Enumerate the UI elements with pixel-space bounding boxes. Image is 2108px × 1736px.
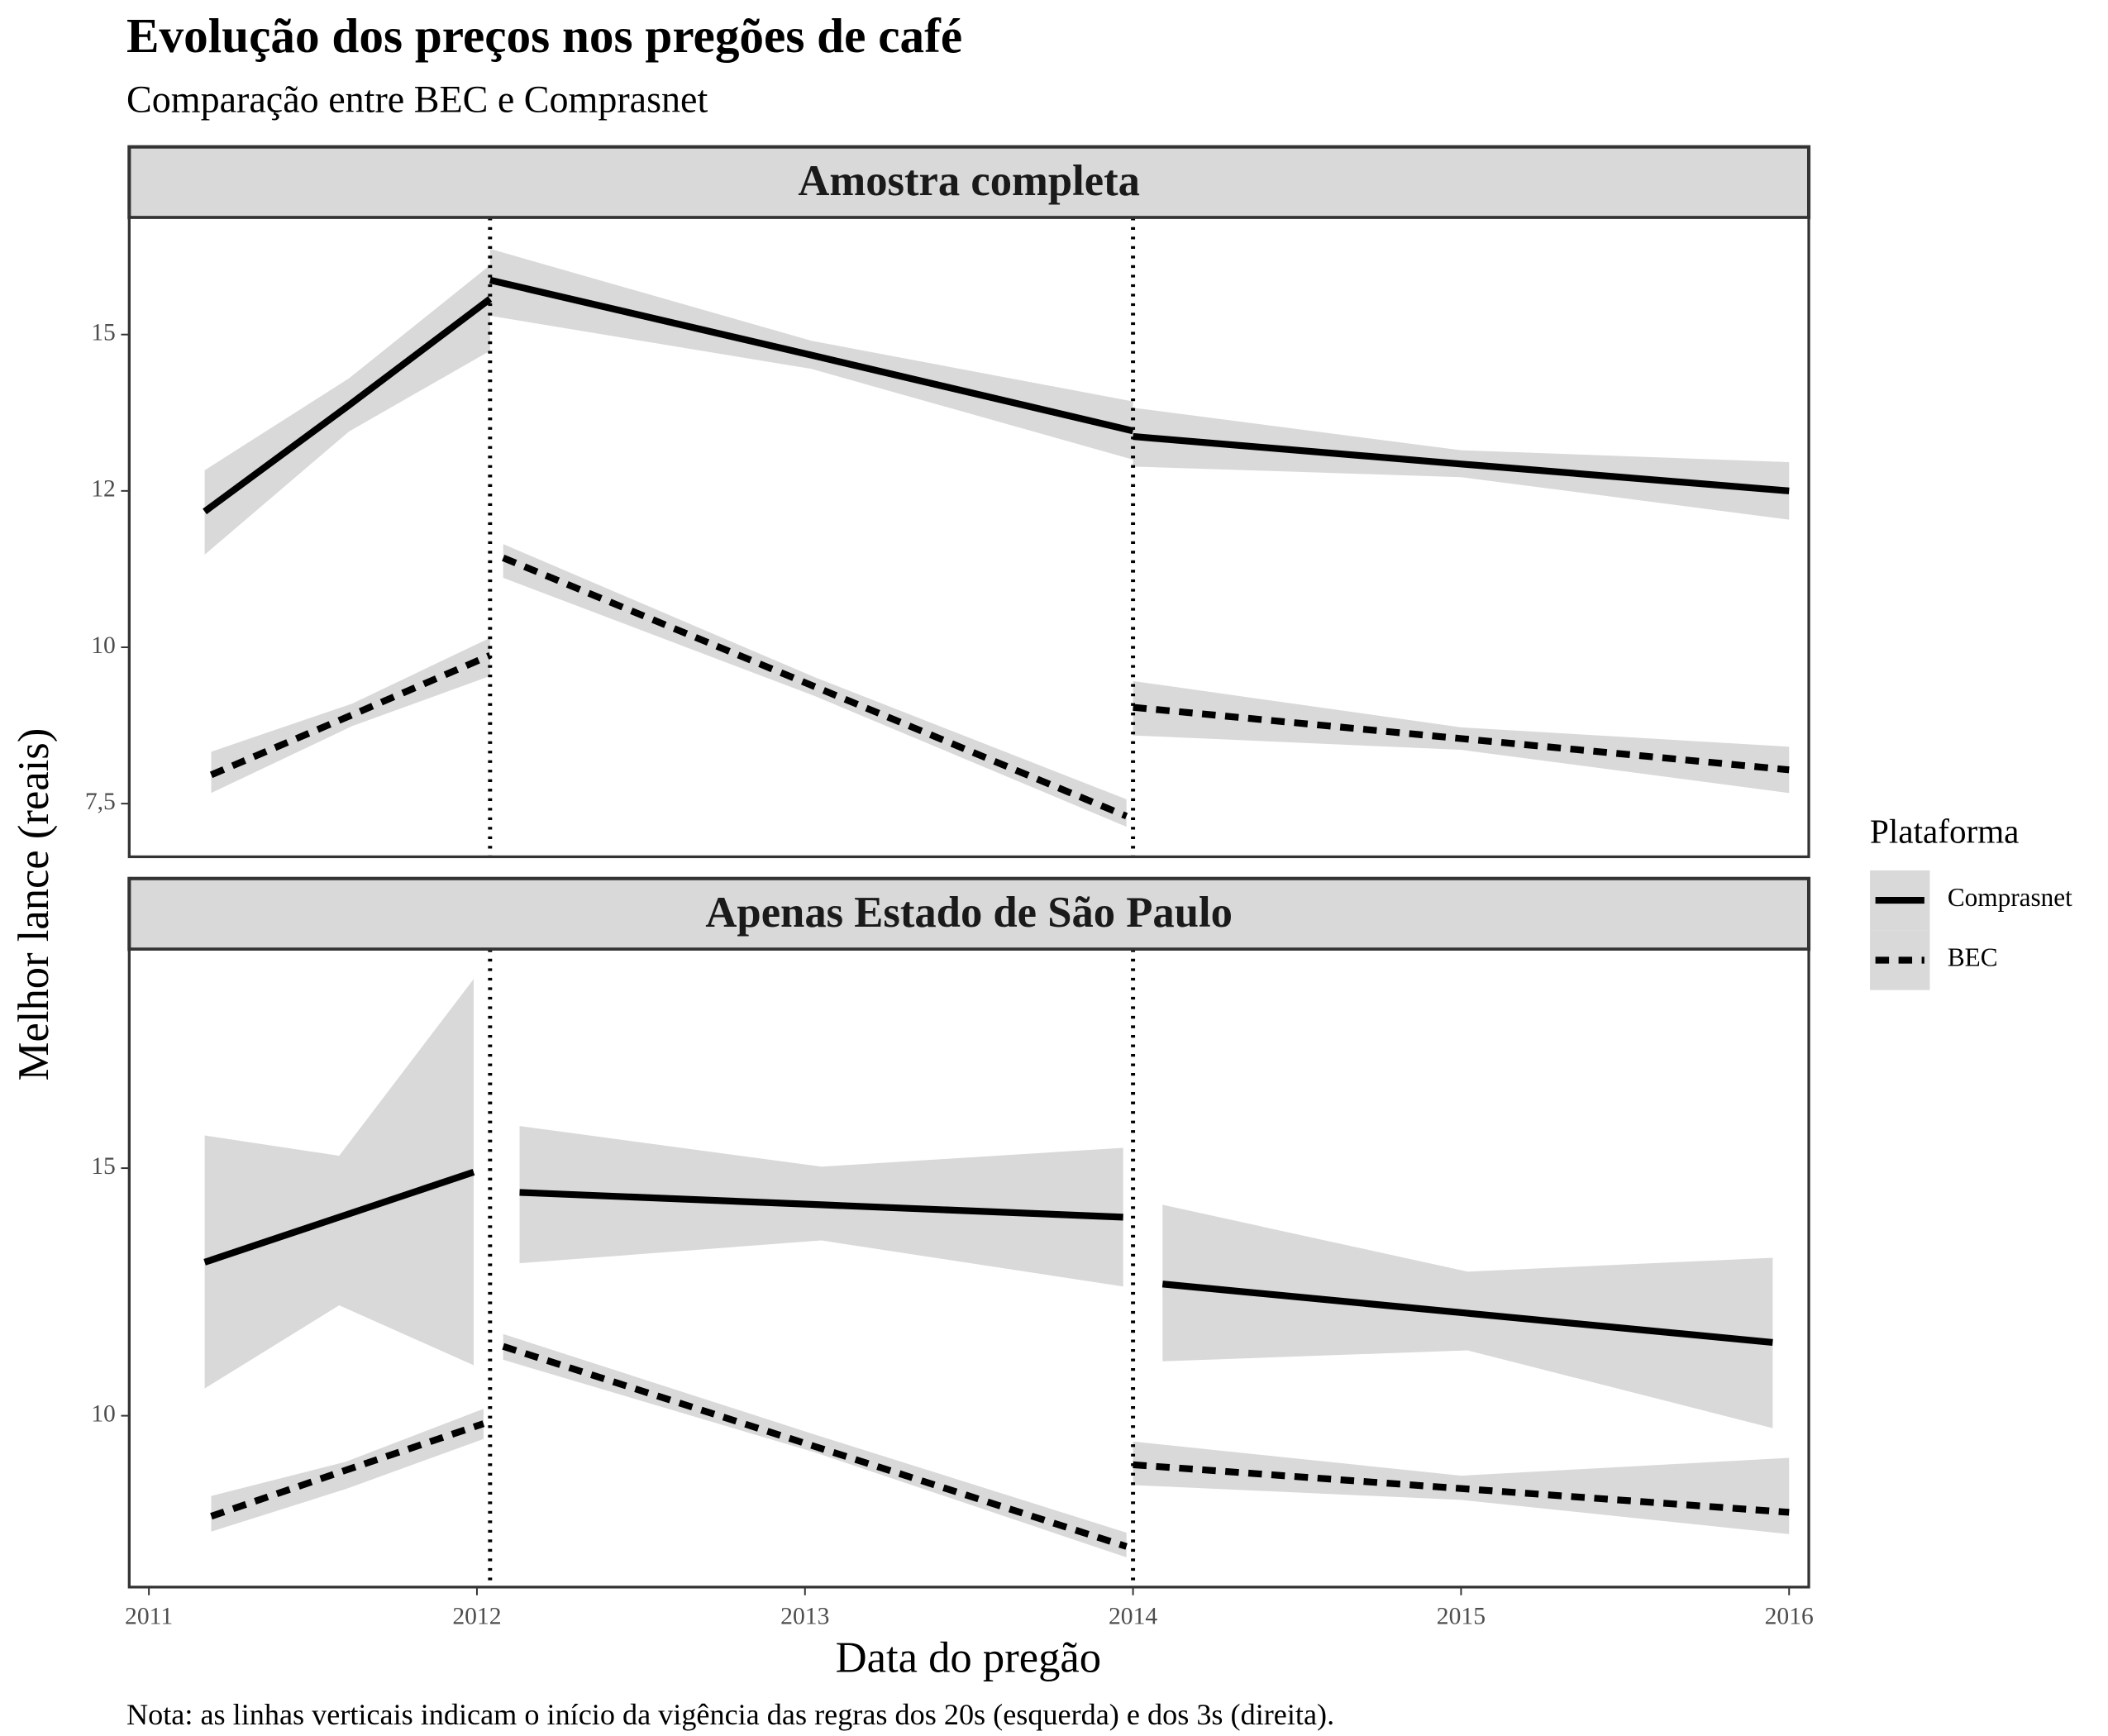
confidence-band — [204, 979, 474, 1389]
x-tick-label: 2013 — [780, 1603, 829, 1629]
legend-label: BEC — [1948, 943, 1998, 972]
series-line — [203, 276, 1790, 515]
panel-border — [127, 216, 1810, 859]
x-axis-label: Data do pregão — [836, 1633, 1101, 1681]
y-axis-label: Melhor lance (reais) — [10, 728, 58, 1081]
legend-title: Plataforma — [1870, 813, 2019, 851]
y-tick-label: 15 — [91, 1153, 116, 1180]
series-line — [203, 1168, 1773, 1347]
y-tick-label: 15 — [91, 319, 116, 346]
legend-label: Comprasnet — [1948, 883, 2072, 912]
x-tick-label: 2011 — [125, 1603, 173, 1629]
x-tick-label: 2012 — [452, 1603, 501, 1629]
panel-border — [127, 947, 1810, 1589]
note: Nota: as linhas verticais indicam o iníc… — [126, 1698, 1334, 1731]
x-tick-label: 2016 — [1765, 1603, 1814, 1629]
facet-title: Amostra completa — [798, 157, 1140, 205]
x-tick-label: 2015 — [1437, 1603, 1486, 1629]
y-tick-label: 10 — [91, 1400, 116, 1427]
y-tick-label: 10 — [91, 632, 116, 659]
facet-strip — [127, 876, 1811, 951]
facet-title: Apenas Estado de São Paulo — [705, 889, 1233, 937]
x-tick-label: 2014 — [1109, 1603, 1157, 1629]
y-tick-label: 7,5 — [85, 789, 116, 815]
chart-title: Evolução dos preços nos pregões de café — [126, 8, 962, 63]
chart-subtitle: Comparação entre BEC e Comprasnet — [126, 79, 708, 121]
series-line — [210, 1343, 1790, 1550]
series-line — [209, 554, 1790, 820]
y-tick-label: 12 — [91, 476, 116, 503]
facet-strip — [127, 145, 1811, 220]
